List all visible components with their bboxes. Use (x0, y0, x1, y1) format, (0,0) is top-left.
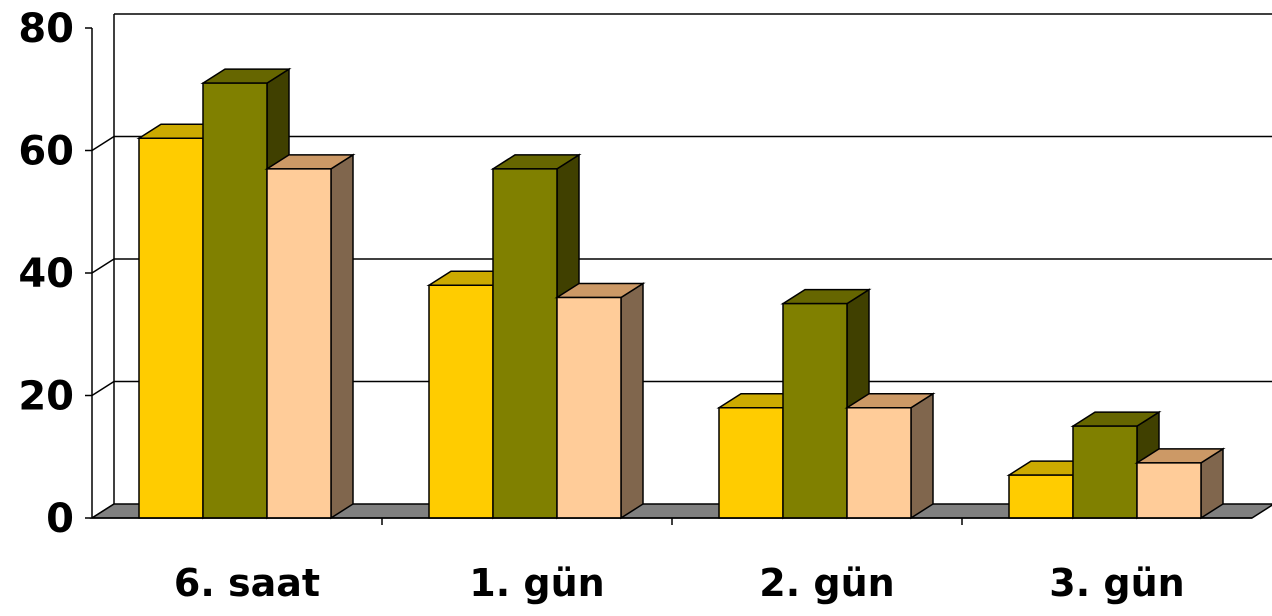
y-tick-label: 20 (18, 374, 74, 420)
gridline-side (91, 258, 115, 274)
x-tick-label: 2. gün (759, 561, 894, 605)
bar (492, 168, 558, 519)
bar-side (620, 282, 644, 520)
bar-side (910, 392, 934, 520)
x-axis-labels: 6. saat 1. gün 2. gün 3. gün (174, 561, 1185, 605)
bar (428, 284, 494, 519)
bar (202, 82, 268, 519)
y-tick-label: 80 (18, 6, 74, 52)
bar (556, 296, 622, 519)
bar (782, 302, 848, 519)
bar (718, 407, 784, 519)
bar (266, 168, 332, 519)
bar (1072, 425, 1138, 519)
x-tick-label: 1. gün (469, 561, 604, 605)
gridline-side (91, 380, 115, 397)
bar-side (330, 153, 354, 520)
y-tick-label: 60 (18, 129, 74, 175)
bar (138, 137, 204, 519)
y-tick-label: 40 (18, 251, 74, 297)
x-axis (92, 517, 1252, 525)
y-axis-ticks: 0 20 40 60 80 (18, 6, 74, 542)
bar (1008, 474, 1074, 519)
x-tick-label: 6. saat (174, 561, 320, 605)
y-tick-label: 0 (46, 496, 74, 542)
gridline-side (91, 135, 115, 152)
x-tick-label: 3. gün (1049, 561, 1184, 605)
bar (1136, 462, 1202, 519)
bars (136, 67, 1226, 520)
bar (846, 407, 912, 519)
